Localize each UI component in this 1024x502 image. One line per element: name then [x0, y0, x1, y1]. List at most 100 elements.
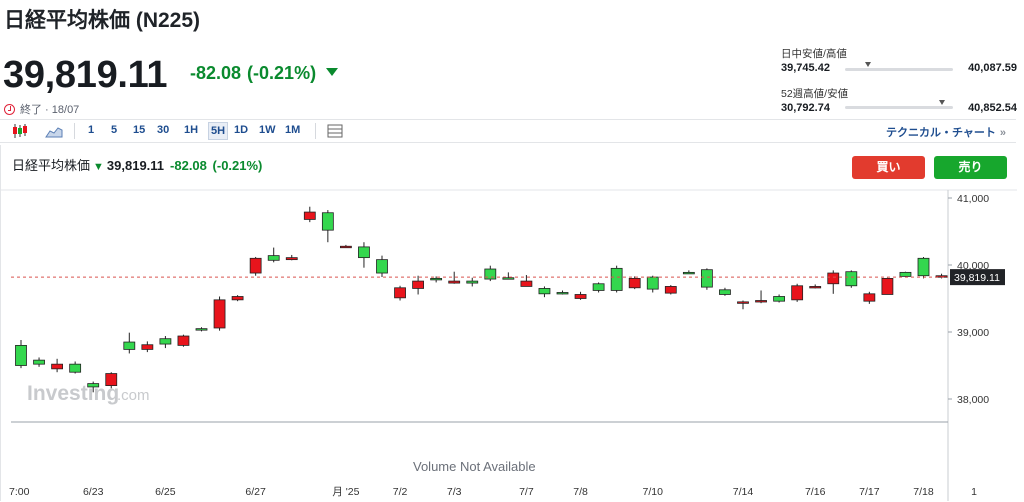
x-tick-label: 7/3	[447, 486, 462, 498]
candle-body-up	[899, 271, 912, 277]
candle	[33, 357, 45, 367]
status-text: 終了 · 18/07	[20, 104, 80, 116]
clock-icon	[4, 104, 15, 115]
candle-body-down	[231, 296, 244, 301]
legend-value: 39,819.11	[106, 158, 165, 173]
toolbar-divider	[315, 123, 316, 139]
candle	[827, 270, 840, 294]
x-tick-label: 7/17	[859, 486, 880, 498]
chart-legend: 日経平均株価 ▼ 39,819.11 -82.08 (-0.21%)	[12, 155, 262, 174]
candle	[195, 327, 208, 332]
candle	[809, 284, 822, 289]
candle-body-up	[430, 277, 443, 281]
candle	[376, 255, 388, 278]
chart-panel: 日経平均株価 ▼ 39,819.11 -82.08 (-0.21%) 買い 売り In…	[0, 145, 1017, 501]
candle	[881, 277, 894, 295]
candle	[51, 358, 63, 373]
y-tick-label: 38,000	[957, 394, 989, 406]
candle	[249, 256, 262, 276]
interval-30[interactable]: 30	[157, 124, 170, 136]
interval-1w[interactable]: 1W	[259, 124, 276, 136]
candle-body-up	[646, 276, 659, 290]
candle	[917, 256, 930, 279]
candle	[664, 285, 677, 295]
market-status: 終了 · 18/07	[4, 101, 79, 117]
candle-body-up	[33, 359, 45, 365]
candle	[899, 271, 912, 278]
candle	[719, 287, 731, 296]
x-tick-label: 1	[971, 486, 977, 498]
candle-body-down	[881, 277, 894, 295]
candle-body-down	[177, 335, 190, 346]
x-tick-label: 7/2	[393, 486, 408, 498]
candle	[339, 244, 352, 249]
time-axis: 7:00 6/23 6/25 6/27 月 '25 7/2 7/3 7/7 7/8 7/10 7/1…	[9, 486, 977, 498]
candle-body-up	[917, 257, 930, 277]
change-value: -82.08	[190, 63, 242, 83]
candle-body-down	[303, 211, 316, 220]
interval-15[interactable]: 15	[133, 124, 146, 136]
x-tick-label: 7/10	[643, 486, 664, 498]
candle-body-up	[69, 363, 82, 373]
candle-body-up	[502, 277, 515, 280]
fullscreen-table-icon[interactable]	[326, 123, 344, 139]
interval-1h[interactable]: 1H	[184, 124, 199, 136]
x-tick-label: 6/23	[83, 486, 104, 498]
candle-body-down	[339, 245, 352, 249]
candle-body-down	[755, 300, 767, 303]
candle-body-down	[827, 272, 840, 285]
candle	[358, 242, 370, 268]
candle	[430, 276, 443, 283]
price-change: -82.08 (-0.21%)	[190, 63, 339, 84]
x-tick-label: 7:00	[9, 486, 30, 498]
day-range-marker	[864, 62, 871, 67]
candle-body-down	[412, 280, 425, 289]
candlestick-type-icon[interactable]	[11, 123, 29, 139]
candle	[321, 210, 334, 243]
interval-5h[interactable]: 5H	[208, 122, 229, 140]
price-axis: 38,000 39,000 40,000 41,000	[957, 193, 989, 406]
week52-low: 30,792.74	[781, 102, 830, 114]
candle	[737, 300, 749, 310]
toolbar-divider	[74, 123, 75, 139]
grid	[948, 197, 952, 400]
interval-1d[interactable]: 1D	[234, 124, 249, 136]
x-tick-label: 7/7	[519, 486, 534, 498]
candle-body-up	[592, 283, 605, 291]
candle	[935, 273, 948, 279]
x-tick-label: 7/16	[805, 486, 826, 498]
candle-body-down	[249, 257, 262, 274]
candle-body-up	[773, 296, 785, 302]
candle-body-up	[321, 212, 334, 231]
candle-body-down	[520, 280, 533, 287]
x-tick-label: 7/8	[573, 486, 588, 498]
week52-range-marker	[939, 100, 946, 105]
candle-body-down	[51, 363, 63, 370]
interval-5[interactable]: 5	[111, 124, 118, 136]
candle-body-up	[538, 288, 551, 295]
area-chart-icon[interactable]	[45, 123, 63, 139]
candle	[610, 265, 623, 293]
candle-body-up	[358, 246, 370, 259]
technical-chart-link[interactable]: テクニカル・チャート»	[886, 124, 1006, 140]
candle-body-down	[628, 277, 641, 289]
candle	[845, 270, 858, 288]
interval-1[interactable]: 1	[88, 124, 95, 136]
last-price-tag	[950, 269, 1005, 286]
candle-body-up	[87, 383, 100, 388]
candle-body-up	[682, 271, 695, 275]
candle	[592, 282, 605, 293]
candlestick-chart[interactable]: Investing .com 38,00039,00040,00041,000 …	[1, 145, 1017, 501]
legend-name: 日経平均株価	[12, 158, 91, 173]
candle	[863, 291, 876, 304]
candle	[177, 334, 190, 347]
buy-button[interactable]: 買い	[852, 156, 925, 179]
chart-toolbar: 1 5 15 30 1H 5H 1D 1W 1M テクニカル・チャート»	[0, 119, 1016, 143]
candle-body-down	[213, 299, 226, 329]
interval-1m[interactable]: 1M	[285, 124, 301, 136]
candle	[484, 265, 497, 282]
candle-body-up	[610, 267, 623, 291]
sell-button[interactable]: 売り	[934, 156, 1007, 179]
candle	[213, 296, 226, 331]
y-tick-label: 40,000	[957, 260, 989, 272]
